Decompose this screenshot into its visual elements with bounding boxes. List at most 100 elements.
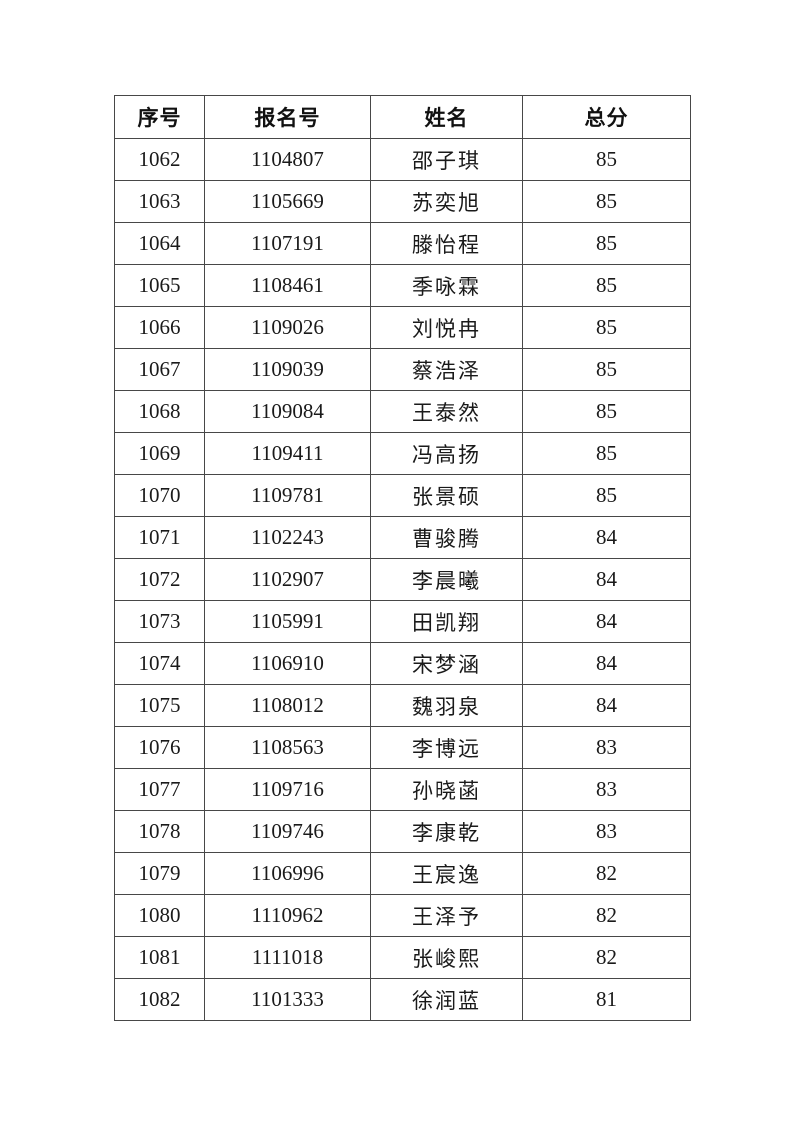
total-score-cell: 83 [522, 726, 691, 769]
registration-number-cell: 1107191 [204, 222, 371, 265]
name-cell: 李博远 [370, 726, 523, 769]
name-cell: 李晨曦 [370, 558, 523, 601]
table-body: 1062 1104807 邵子琪 85 1063 1105669 苏奕旭 85 1064 1107… [114, 138, 691, 1021]
name-cell: 张峻熙 [370, 936, 523, 979]
serial-number-cell: 1064 [114, 222, 205, 265]
registration-number-cell: 1108563 [204, 726, 371, 769]
registration-number-cell: 1108012 [204, 684, 371, 727]
table-row: 1065 1108461 季咏霖 85 [114, 264, 691, 307]
table-row: 1076 1108563 李博远 83 [114, 726, 691, 769]
registration-number-cell: 1102243 [204, 516, 371, 559]
col-header-registration-number: 报名号 [204, 95, 371, 139]
registration-number-cell: 1109716 [204, 768, 371, 811]
total-score-cell: 85 [522, 180, 691, 223]
serial-number-cell: 1082 [114, 978, 205, 1021]
total-score-cell: 84 [522, 600, 691, 643]
registration-number-cell: 1110962 [204, 894, 371, 937]
serial-number-cell: 1080 [114, 894, 205, 937]
table-row: 1080 1110962 王泽予 82 [114, 894, 691, 937]
registration-number-cell: 1109026 [204, 306, 371, 349]
serial-number-cell: 1079 [114, 852, 205, 895]
table-row: 1064 1107191 滕怡程 85 [114, 222, 691, 265]
total-score-cell: 85 [522, 348, 691, 391]
registration-number-cell: 1106996 [204, 852, 371, 895]
table-row: 1072 1102907 李晨曦 84 [114, 558, 691, 601]
serial-number-cell: 1065 [114, 264, 205, 307]
score-table: 序号 报名号 姓名 总分 1062 1104807 邵子琪 85 1063 1105669… [114, 95, 691, 1021]
total-score-cell: 85 [522, 138, 691, 181]
name-cell: 田凯翔 [370, 600, 523, 643]
name-cell: 滕怡程 [370, 222, 523, 265]
name-cell: 徐润蓝 [370, 978, 523, 1021]
total-score-cell: 84 [522, 684, 691, 727]
serial-number-cell: 1081 [114, 936, 205, 979]
total-score-cell: 85 [522, 306, 691, 349]
serial-number-cell: 1066 [114, 306, 205, 349]
serial-number-cell: 1078 [114, 810, 205, 853]
registration-number-cell: 1109039 [204, 348, 371, 391]
registration-number-cell: 1109746 [204, 810, 371, 853]
serial-number-cell: 1068 [114, 390, 205, 433]
total-score-cell: 85 [522, 264, 691, 307]
name-cell: 张景硕 [370, 474, 523, 517]
registration-number-cell: 1106910 [204, 642, 371, 685]
name-cell: 苏奕旭 [370, 180, 523, 223]
name-cell: 季咏霖 [370, 264, 523, 307]
table-row: 1062 1104807 邵子琪 85 [114, 138, 691, 181]
total-score-cell: 84 [522, 516, 691, 559]
total-score-cell: 84 [522, 558, 691, 601]
registration-number-cell: 1102907 [204, 558, 371, 601]
serial-number-cell: 1062 [114, 138, 205, 181]
table-row: 1068 1109084 王泰然 85 [114, 390, 691, 433]
table-row: 1070 1109781 张景硕 85 [114, 474, 691, 517]
serial-number-cell: 1073 [114, 600, 205, 643]
name-cell: 刘悦冉 [370, 306, 523, 349]
total-score-cell: 83 [522, 768, 691, 811]
registration-number-cell: 1109084 [204, 390, 371, 433]
table-row: 1079 1106996 王宸逸 82 [114, 852, 691, 895]
registration-number-cell: 1108461 [204, 264, 371, 307]
table-row: 1074 1106910 宋梦涵 84 [114, 642, 691, 685]
table-row: 1078 1109746 李康乾 83 [114, 810, 691, 853]
col-header-total-score: 总分 [522, 95, 691, 139]
table-row: 1077 1109716 孙晓菡 83 [114, 768, 691, 811]
col-header-serial-number: 序号 [114, 95, 205, 139]
name-cell: 蔡浩泽 [370, 348, 523, 391]
total-score-cell: 82 [522, 852, 691, 895]
serial-number-cell: 1077 [114, 768, 205, 811]
serial-number-cell: 1067 [114, 348, 205, 391]
registration-number-cell: 1109411 [204, 432, 371, 475]
registration-number-cell: 1109781 [204, 474, 371, 517]
total-score-cell: 85 [522, 390, 691, 433]
table-row: 1063 1105669 苏奕旭 85 [114, 180, 691, 223]
name-cell: 王泽予 [370, 894, 523, 937]
total-score-cell: 85 [522, 474, 691, 517]
total-score-cell: 82 [522, 894, 691, 937]
name-cell: 王宸逸 [370, 852, 523, 895]
name-cell: 宋梦涵 [370, 642, 523, 685]
total-score-cell: 85 [522, 222, 691, 265]
table-row: 1082 1101333 徐润蓝 81 [114, 978, 691, 1021]
total-score-cell: 81 [522, 978, 691, 1021]
serial-number-cell: 1076 [114, 726, 205, 769]
table-row: 1067 1109039 蔡浩泽 85 [114, 348, 691, 391]
serial-number-cell: 1070 [114, 474, 205, 517]
registration-number-cell: 1104807 [204, 138, 371, 181]
table-row: 1071 1102243 曹骏腾 84 [114, 516, 691, 559]
table-row: 1066 1109026 刘悦冉 85 [114, 306, 691, 349]
serial-number-cell: 1069 [114, 432, 205, 475]
serial-number-cell: 1074 [114, 642, 205, 685]
total-score-cell: 82 [522, 936, 691, 979]
name-cell: 冯高扬 [370, 432, 523, 475]
table-row: 1069 1109411 冯高扬 85 [114, 432, 691, 475]
table-row: 1081 1111018 张峻熙 82 [114, 936, 691, 979]
name-cell: 曹骏腾 [370, 516, 523, 559]
registration-number-cell: 1105669 [204, 180, 371, 223]
registration-number-cell: 1101333 [204, 978, 371, 1021]
name-cell: 李康乾 [370, 810, 523, 853]
serial-number-cell: 1072 [114, 558, 205, 601]
total-score-cell: 84 [522, 642, 691, 685]
total-score-cell: 85 [522, 432, 691, 475]
serial-number-cell: 1075 [114, 684, 205, 727]
